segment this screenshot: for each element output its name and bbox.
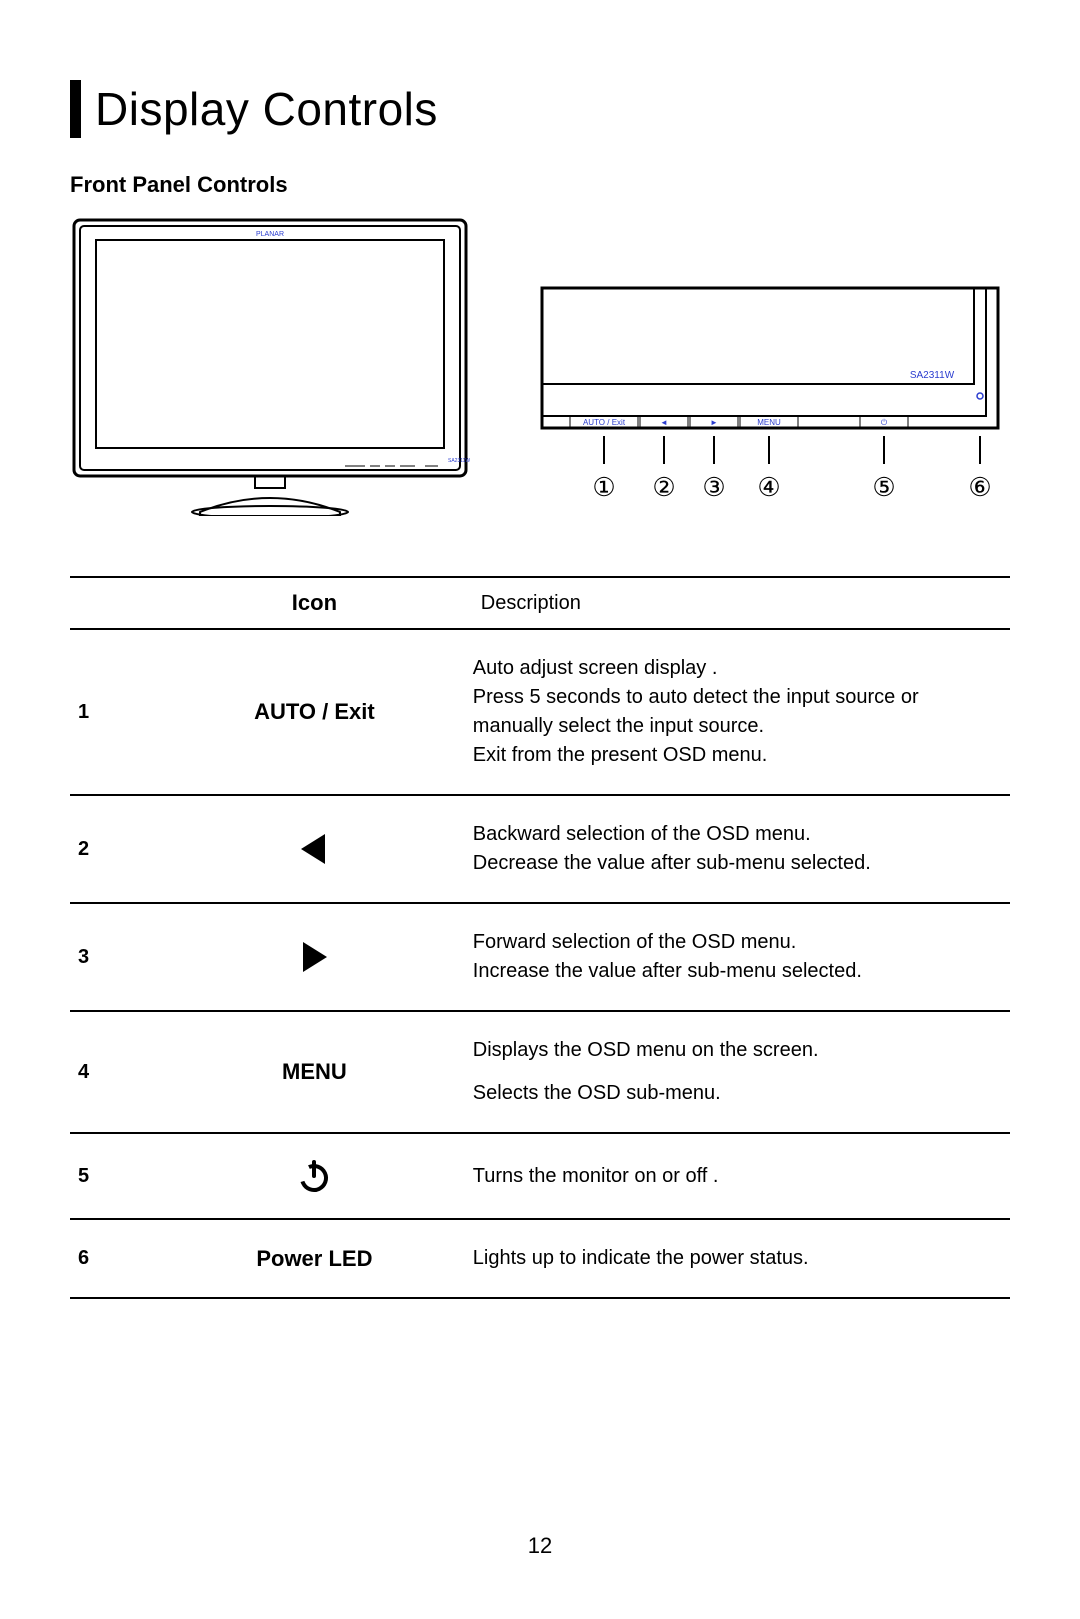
- table-row: 5 Turns the monitor on or off .: [70, 1133, 1010, 1219]
- row-icon: MENU: [164, 1011, 465, 1133]
- callout-1: ①: [592, 472, 615, 502]
- power-led-indicator: [977, 393, 983, 399]
- table-row: 3 Forward selection of the OSD menu.Incre…: [70, 903, 1010, 1011]
- table-header-row: Icon Description: [70, 577, 1010, 629]
- manual-page: Display Controls Front Panel Controls PL…: [0, 0, 1080, 1619]
- desc-line: Displays the OSD menu on the screen.: [473, 1036, 1002, 1065]
- table-row: 1AUTO / ExitAuto adjust screen display .…: [70, 629, 1010, 795]
- row-icon: AUTO / Exit: [164, 629, 465, 795]
- monitor-model-label: SA2311W: [448, 458, 470, 464]
- panel-btn-right: ►: [710, 418, 718, 427]
- panel-closeup-diagram: SA2311W AUTO / Exit ◄ ► MENU ⏻: [540, 286, 1000, 516]
- th-num: [70, 577, 164, 629]
- callout-6: ⑥: [968, 472, 991, 502]
- triangle-right-icon: [295, 938, 333, 976]
- monitor-brand-label: PLANAR: [256, 231, 284, 238]
- row-number: 1: [70, 629, 164, 795]
- panel-btn-auto: AUTO / Exit: [583, 418, 626, 427]
- panel-btn-left: ◄: [660, 418, 668, 427]
- row-icon: [164, 903, 465, 1011]
- panel-btn-power: ⏻: [881, 418, 888, 427]
- controls-table: Icon Description 1AUTO / ExitAuto adjust…: [70, 576, 1010, 1299]
- triangle-left-icon: [295, 830, 333, 868]
- panel-model-label: SA2311W: [910, 370, 955, 381]
- desc-line: Auto adjust screen display .: [473, 654, 1002, 683]
- monitor-front-diagram: PLANAR SA2311W: [70, 216, 470, 516]
- row-description: Forward selection of the OSD menu.Increa…: [465, 903, 1010, 1011]
- power-icon: [296, 1158, 332, 1194]
- table-row: 2 Backward selection of the OSD menu.Decr…: [70, 795, 1010, 903]
- row-number: 6: [70, 1219, 164, 1298]
- th-desc: Description: [465, 577, 1010, 629]
- desc-line: Forward selection of the OSD menu.: [473, 928, 1002, 957]
- row-description: Backward selection of the OSD menu.Decre…: [465, 795, 1010, 903]
- th-icon: Icon: [164, 577, 465, 629]
- table-row: 6Power LED Lights up to indicate the powe…: [70, 1219, 1010, 1298]
- desc-line: Decrease the value after sub-menu select…: [473, 849, 1002, 878]
- table-row: 4MENUDisplays the OSD menu on the screen…: [70, 1011, 1010, 1133]
- row-icon: Power LED: [164, 1219, 465, 1298]
- row-icon: [164, 1133, 465, 1219]
- panel-btn-menu: MENU: [757, 418, 781, 427]
- subheading: Front Panel Controls: [70, 172, 1010, 198]
- section-heading: Display Controls: [70, 80, 1010, 138]
- heading-text: Display Controls: [95, 82, 438, 136]
- callout-3: ③: [702, 472, 725, 502]
- desc-line: Exit from the present OSD menu.: [473, 741, 1002, 770]
- row-number: 3: [70, 903, 164, 1011]
- callout-2: ②: [652, 472, 675, 502]
- row-description: Displays the OSD menu on the screen. Sele…: [465, 1011, 1010, 1133]
- desc-line: Selects the OSD sub-menu.: [473, 1079, 1002, 1108]
- desc-line: Press 5 seconds to auto detect the input…: [473, 683, 1002, 741]
- row-number: 5: [70, 1133, 164, 1219]
- desc-line: Increase the value after sub-menu select…: [473, 957, 1002, 986]
- page-number: 12: [0, 1533, 1080, 1559]
- row-description: Turns the monitor on or off .: [465, 1133, 1010, 1219]
- row-description: Auto adjust screen display .Press 5 seco…: [465, 629, 1010, 795]
- desc-line: Lights up to indicate the power status.: [473, 1244, 1002, 1273]
- row-icon: [164, 795, 465, 903]
- desc-line: Turns the monitor on or off .: [473, 1162, 1002, 1191]
- callout-5: ⑤: [872, 472, 895, 502]
- callout-4: ④: [757, 472, 780, 502]
- diagram-row: PLANAR SA2311W SA2311W: [70, 216, 1010, 516]
- row-number: 2: [70, 795, 164, 903]
- table-body: 1AUTO / ExitAuto adjust screen display .…: [70, 629, 1010, 1298]
- heading-accent-bar: [70, 80, 81, 138]
- row-description: Lights up to indicate the power status.: [465, 1219, 1010, 1298]
- row-number: 4: [70, 1011, 164, 1133]
- desc-line: Backward selection of the OSD menu.: [473, 820, 1002, 849]
